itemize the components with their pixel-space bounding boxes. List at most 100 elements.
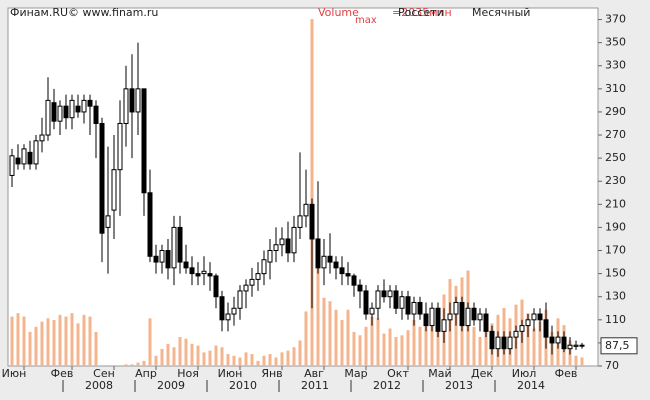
volume-bar (142, 360, 146, 366)
volume-bar (46, 318, 50, 366)
candle-body (573, 344, 579, 347)
candle-body (261, 259, 267, 275)
volume-bar (10, 316, 14, 366)
candle-body (21, 148, 27, 165)
candle-body (507, 336, 513, 350)
volume-bar (220, 347, 224, 366)
x-tick-label: Фев (51, 367, 74, 380)
candle-body (555, 336, 561, 344)
candle-body (207, 273, 213, 277)
volume-bar (202, 352, 206, 366)
volume-bar (352, 331, 356, 366)
volume-bar (538, 321, 542, 366)
volume-bar (118, 365, 122, 366)
volume-bar (304, 311, 308, 366)
volume-bar (388, 328, 392, 366)
volume-bar (526, 313, 530, 366)
candle-body (189, 267, 195, 275)
candle-body (81, 99, 87, 113)
volume-bar (160, 348, 164, 366)
candle-body (135, 88, 141, 113)
volume-bar (100, 365, 104, 366)
candle-body (447, 313, 453, 321)
candle-body (57, 105, 63, 122)
y-tick-label: 310 (605, 82, 626, 95)
candle-body (243, 284, 249, 292)
candle-body (567, 344, 573, 350)
y-tick-label: 350 (605, 36, 626, 49)
volume-bar (22, 316, 26, 366)
year-label: 2011 (301, 379, 329, 392)
candle-body (153, 255, 159, 263)
x-tick-label: Июл (512, 367, 537, 380)
candle-body (279, 238, 285, 246)
candle-body (483, 313, 489, 332)
volume-bar (262, 355, 266, 366)
y-tick-label: 230 (605, 174, 626, 187)
candle-body (519, 325, 525, 332)
candle-body (237, 290, 243, 309)
x-tick-label: Фев (555, 367, 578, 380)
volume-bar (436, 314, 440, 366)
volume-bar (82, 314, 86, 366)
volume-bar (412, 319, 416, 366)
volume-bar (28, 331, 32, 366)
candle-body (111, 169, 117, 211)
candle-body (147, 192, 153, 257)
candle-body (45, 99, 51, 136)
candle-body (501, 336, 507, 350)
volume-bar (148, 318, 152, 366)
volume-bar (382, 333, 386, 366)
candle-layer (9, 42, 585, 357)
source: Финам.RU© www.finam.ru (10, 6, 158, 19)
volume-bar (274, 357, 278, 366)
candle-body (363, 290, 369, 315)
volume-bar (130, 364, 134, 366)
volume-bar (340, 319, 344, 366)
volume-bar (316, 260, 320, 366)
candle-body (477, 313, 483, 321)
candle-body (561, 336, 567, 350)
candle-body (213, 275, 219, 298)
y-tick-label: 150 (605, 267, 626, 280)
volume-bar (190, 343, 194, 366)
volume-bar (400, 335, 404, 366)
x-tick-label: Апр (135, 367, 157, 380)
volume-bar (532, 328, 536, 366)
volume-bar (172, 347, 176, 366)
volume-bar (250, 354, 254, 366)
candle-body (453, 301, 459, 315)
volume-bar (268, 354, 272, 366)
volume-bar (136, 362, 140, 366)
candle-body (93, 105, 99, 124)
candle-body (513, 330, 519, 338)
x-tick-label: Янв (261, 367, 282, 380)
volume-bar (310, 19, 314, 366)
x-tick-label: Окт (387, 367, 409, 380)
last-price-label: 87,5 (605, 339, 630, 352)
year-label: 2014 (517, 379, 545, 392)
candle-body (291, 226, 297, 254)
candle-body (63, 105, 69, 119)
y-tick-label: 290 (605, 105, 626, 118)
volume-bar (484, 328, 488, 366)
candle-body (273, 244, 279, 252)
candle-body (531, 313, 537, 321)
volume-bar (208, 350, 212, 366)
candle-body (27, 151, 33, 165)
volume-bar (370, 316, 374, 366)
volume-bar (106, 365, 110, 366)
volume-bar (16, 313, 20, 366)
volume-bar (580, 357, 584, 366)
volume-bar (292, 347, 296, 366)
candle-body (201, 270, 207, 275)
volume-bar (424, 323, 428, 366)
candle-body (315, 238, 321, 269)
volume-bar (226, 354, 230, 366)
candle-body (459, 301, 465, 327)
x-tick-label: Май (428, 367, 451, 380)
candle-body (369, 307, 375, 315)
candle-body (87, 99, 93, 107)
candle-body (255, 273, 261, 280)
volume-bar (478, 337, 482, 366)
